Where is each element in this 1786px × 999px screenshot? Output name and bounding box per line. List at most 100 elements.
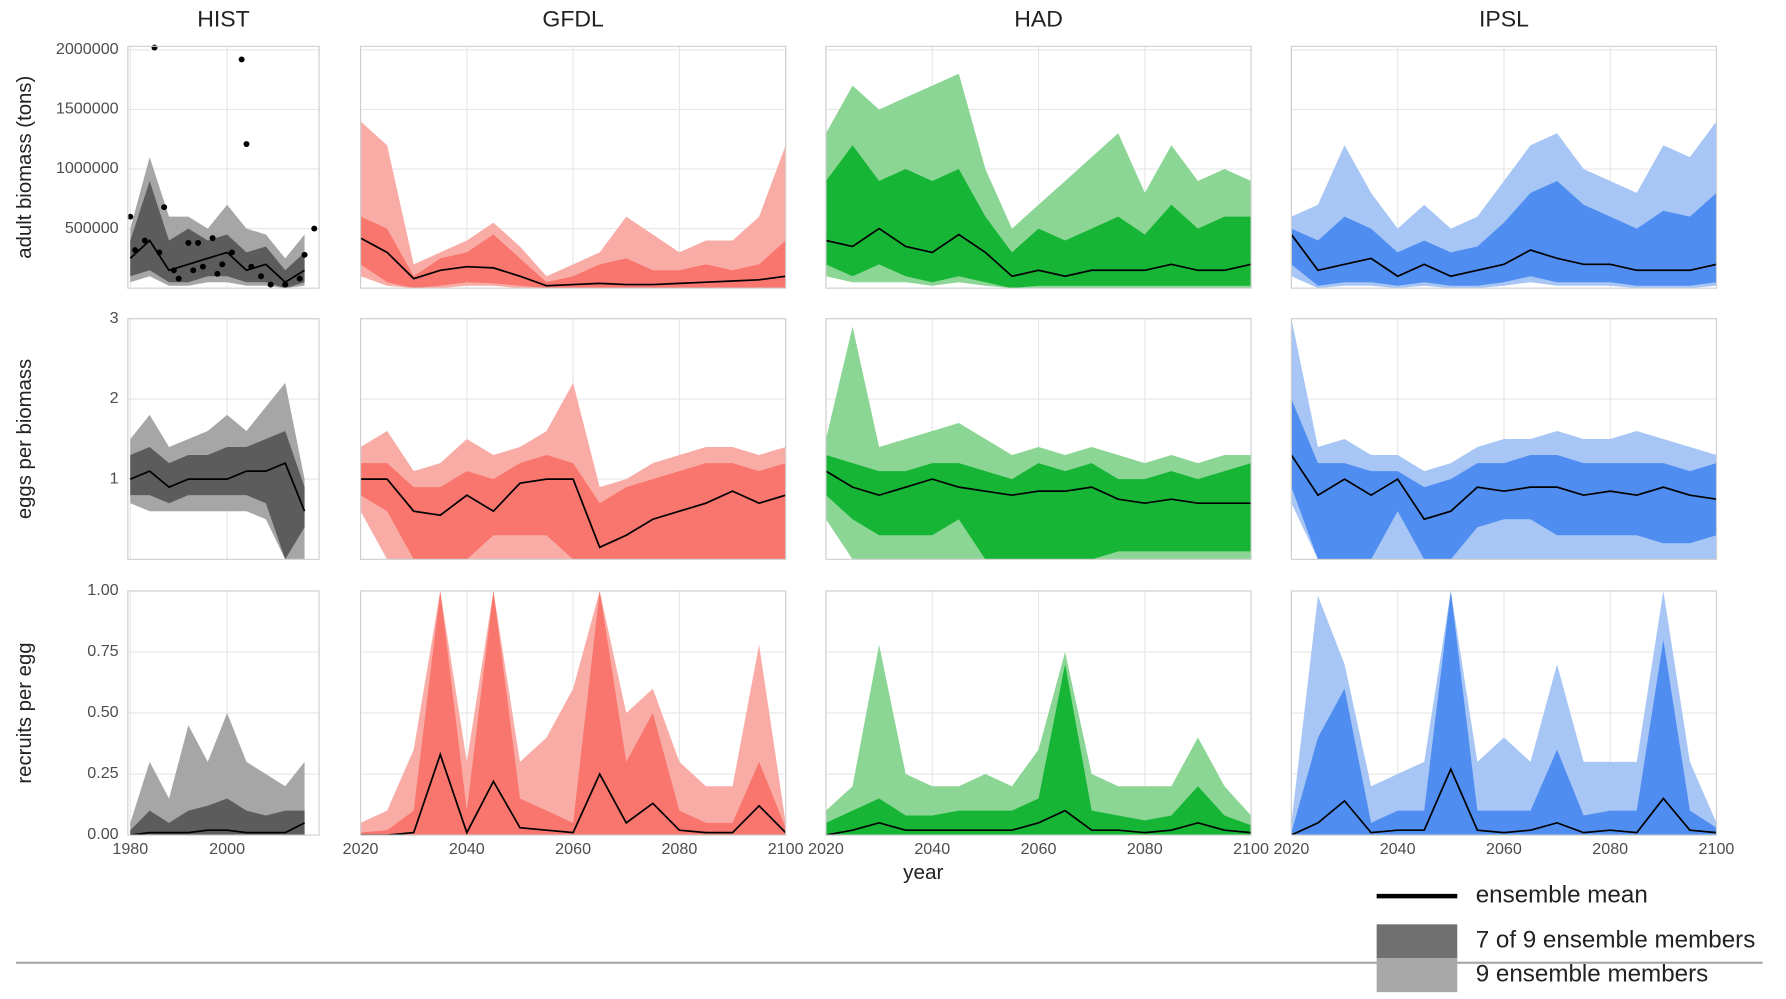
legend-label: 9 ensemble members xyxy=(1476,961,1709,988)
mean-line xyxy=(360,478,786,549)
mean-line xyxy=(130,822,305,836)
plot-area xyxy=(129,157,306,289)
observation-point xyxy=(190,267,197,274)
x-tick-label: 2060 xyxy=(555,841,591,858)
ensemble-band xyxy=(130,713,305,836)
panel-border xyxy=(1290,590,1718,836)
observation-point xyxy=(267,281,274,288)
panel-border xyxy=(1290,45,1718,289)
x-tick-label: 2080 xyxy=(1127,841,1163,858)
column-title: GFDL xyxy=(542,6,603,32)
x-tick-label: 2100 xyxy=(1699,841,1735,858)
panel-border xyxy=(127,590,320,836)
ensemble-band xyxy=(360,455,786,560)
observation-point xyxy=(127,213,134,220)
panel-border xyxy=(825,590,1252,836)
ensemble-band xyxy=(825,664,1252,836)
observation-point xyxy=(185,239,192,246)
observation-point xyxy=(156,249,163,256)
plot-area xyxy=(360,121,786,289)
y-tick-label: 1 xyxy=(110,470,119,487)
mean-line xyxy=(1291,454,1717,521)
observation-point xyxy=(258,273,265,280)
column-title: HIST xyxy=(197,6,250,32)
observation-point xyxy=(132,247,139,253)
x-tick-label: 2080 xyxy=(1592,841,1628,858)
observation-point xyxy=(170,267,177,274)
y-tick-label: 3 xyxy=(110,310,119,327)
y-tick-label: 1500000 xyxy=(56,101,119,118)
y-tick-label: 2 xyxy=(110,390,119,407)
y-axis-label: recruits per egg xyxy=(13,642,36,783)
y-tick-label: 2000000 xyxy=(56,41,119,58)
ensemble-band xyxy=(130,798,305,836)
observation-point xyxy=(209,235,216,242)
x-tick-label: 2040 xyxy=(449,841,485,858)
y-tick-label: 500000 xyxy=(65,220,119,237)
legend-swatch xyxy=(1376,958,1458,993)
plot-area xyxy=(825,326,1252,560)
plot-area xyxy=(360,590,786,836)
mean-line xyxy=(825,470,1252,505)
panel-border xyxy=(127,318,320,560)
x-tick-label: 2000 xyxy=(209,841,245,858)
observation-point xyxy=(141,237,148,244)
ensemble-band xyxy=(360,121,786,289)
panel-border xyxy=(359,590,787,836)
mean-line xyxy=(1291,234,1717,278)
x-tick-label: 2020 xyxy=(1273,841,1309,858)
observation-point xyxy=(161,204,168,211)
legend-swatch xyxy=(1376,924,1458,959)
y-tick-label: 1000000 xyxy=(56,160,119,177)
x-tick-label: 2100 xyxy=(1233,841,1269,858)
column-title: IPSL xyxy=(1479,6,1529,32)
plot-area xyxy=(130,713,305,836)
panel-border xyxy=(359,318,787,560)
panel-border xyxy=(1290,318,1718,560)
observation-point xyxy=(296,275,303,282)
x-tick-label: 2060 xyxy=(1486,841,1522,858)
ensemble-band xyxy=(130,180,305,289)
ensemble-band xyxy=(360,216,786,289)
plot-area xyxy=(129,382,306,560)
observation-point xyxy=(243,141,250,147)
x-axis-label: year xyxy=(903,861,943,884)
mean-line xyxy=(1291,767,1717,836)
y-axis-label: eggs per biomass xyxy=(13,359,36,519)
observation-point xyxy=(219,261,226,268)
ensemble-band xyxy=(360,590,786,836)
x-tick-label: 2040 xyxy=(914,841,950,858)
observation-point xyxy=(175,275,182,282)
x-tick-label: 2080 xyxy=(661,841,697,858)
x-tick-label: 2060 xyxy=(1021,841,1057,858)
plot-area xyxy=(360,382,786,560)
mean-line xyxy=(360,751,786,836)
x-tick-label: 2100 xyxy=(768,841,804,858)
mean-line xyxy=(825,227,1252,278)
observation-point xyxy=(195,239,202,246)
y-tick-label: 0.25 xyxy=(87,765,118,782)
ensemble-band xyxy=(130,430,305,560)
x-tick-label: 2040 xyxy=(1380,841,1416,858)
ensemble-band xyxy=(825,455,1252,560)
observation-point xyxy=(228,249,235,256)
panel-border xyxy=(359,45,787,289)
y-tick-label: 0.75 xyxy=(87,643,118,660)
y-tick-label: 0.00 xyxy=(87,826,118,843)
legend-label: ensemble mean xyxy=(1476,882,1648,909)
y-tick-label: 1.00 xyxy=(87,582,118,599)
observation-point xyxy=(214,270,221,277)
plot-area xyxy=(825,644,1252,836)
y-tick-label: 0.50 xyxy=(87,704,118,721)
ensemble-band xyxy=(825,644,1252,836)
observation-point xyxy=(311,225,318,232)
ensemble-band xyxy=(360,590,786,836)
observation-point xyxy=(151,44,158,51)
panel-border xyxy=(825,318,1252,560)
ensemble-band xyxy=(1291,398,1717,560)
observation-point xyxy=(199,263,206,270)
x-tick-label: 1980 xyxy=(112,841,148,858)
mean-line xyxy=(129,239,306,284)
x-tick-label: 2020 xyxy=(808,841,844,858)
x-tick-label: 2020 xyxy=(343,841,379,858)
